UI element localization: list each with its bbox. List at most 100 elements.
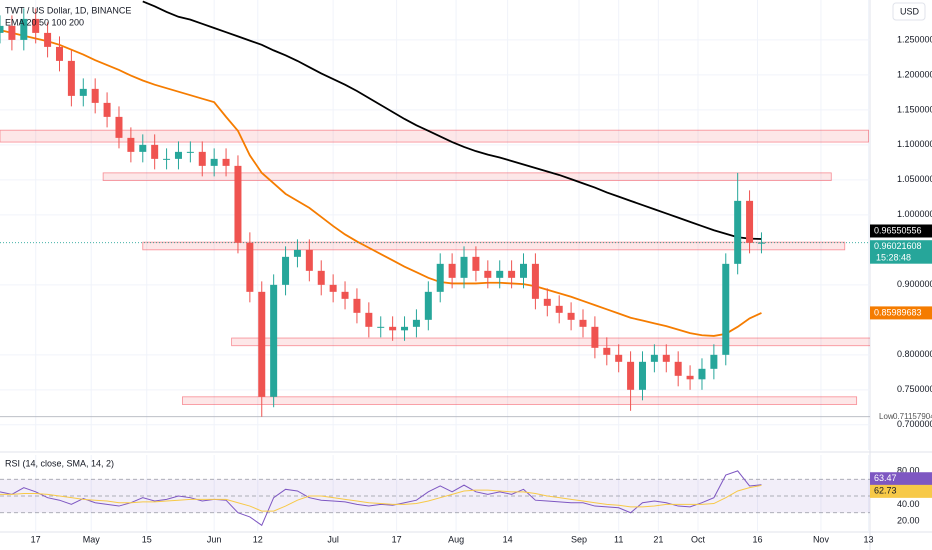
rsi-tag: 63.47 xyxy=(874,473,897,483)
countdown-bg xyxy=(870,252,932,264)
candle-body xyxy=(258,291,266,397)
candle-body xyxy=(650,354,658,362)
candle-body xyxy=(127,137,135,152)
candle-body xyxy=(186,151,194,153)
x-tick-label: Oct xyxy=(691,534,706,544)
candle-body xyxy=(757,242,765,244)
candle-body xyxy=(686,375,694,380)
rsi-tag-bg xyxy=(870,472,932,486)
candle-body xyxy=(543,298,551,306)
y-tick-label: 1.25000000 xyxy=(897,34,932,44)
x-tick-label: May xyxy=(83,534,101,544)
main-pane xyxy=(0,0,870,450)
rsi-line xyxy=(0,484,762,512)
candle-body xyxy=(567,312,575,320)
rsi-tick-label: 80.00 xyxy=(897,465,920,475)
low-label: Low xyxy=(879,412,894,421)
rsi-sma-tag-bg xyxy=(870,484,932,498)
ema200-tag-bg xyxy=(870,224,932,238)
candle-body xyxy=(293,249,301,257)
candle-body xyxy=(20,18,28,40)
candle-body xyxy=(222,158,230,166)
rsi-line xyxy=(0,470,762,527)
candle-body xyxy=(508,270,516,278)
candle-body xyxy=(305,249,313,271)
x-tick-label: 16 xyxy=(752,534,762,544)
candle-body xyxy=(674,361,682,376)
y-tick-label: 0.75000000 xyxy=(897,384,932,394)
y-tick-label: 1.15000000 xyxy=(897,104,932,114)
x-tick-label: 11 xyxy=(614,534,623,544)
candle-body xyxy=(389,326,397,331)
candle-body xyxy=(174,151,182,159)
chart-title: TWT / US Dollar, 1D, BINANCE xyxy=(5,5,131,15)
rsi-label: RSI (14, close, SMA, 14, 2) xyxy=(5,458,114,468)
indicator-label: EMA 20 50 100 200 xyxy=(5,17,84,27)
candle-body xyxy=(698,368,706,380)
x-tick-label: 12 xyxy=(253,534,263,544)
candle-body xyxy=(0,25,4,33)
support-resistance-zone xyxy=(182,396,858,405)
candle-body xyxy=(460,256,468,278)
candle-body xyxy=(103,102,111,117)
currency: USD xyxy=(900,6,920,16)
candle-body xyxy=(662,354,670,362)
x-tick-label: Jul xyxy=(327,534,339,544)
last-price-tag-bg xyxy=(870,240,932,254)
candle-body xyxy=(638,361,646,390)
candle-body xyxy=(317,270,325,285)
ema50-tag: 0.85989683 xyxy=(874,307,922,317)
y-tick-label: 1.10000000 xyxy=(897,139,932,149)
ema-line xyxy=(0,29,762,337)
x-tick-label: 17 xyxy=(392,534,402,544)
rsi-tick-label: 20.00 xyxy=(897,515,920,525)
y-tick-label: 1.20000000 xyxy=(897,69,932,79)
candle-body xyxy=(722,263,730,355)
candle-body xyxy=(365,312,373,327)
low-value: 0.71157904 xyxy=(893,412,932,421)
support-resistance-zone xyxy=(0,129,869,143)
y-tick-label: 0.70000000 xyxy=(897,419,932,429)
support-resistance-zone xyxy=(142,241,846,251)
candle-body xyxy=(615,354,623,362)
candle-body xyxy=(353,298,361,313)
candle-body xyxy=(210,158,218,166)
candle-body xyxy=(44,32,52,47)
candle-body xyxy=(270,284,278,397)
candle-body xyxy=(234,165,242,243)
candle-body xyxy=(520,263,528,278)
rsi-tick-label: 40.00 xyxy=(897,499,920,509)
candle-body xyxy=(401,326,409,331)
candle-body xyxy=(198,151,206,166)
candle-body xyxy=(55,46,63,61)
y-tick-label: 1.00000000 xyxy=(897,209,932,219)
y-tick-label: 0.80000000 xyxy=(897,349,932,359)
candle-body xyxy=(472,256,480,271)
currency-box[interactable] xyxy=(892,2,926,21)
candle-body xyxy=(32,18,40,33)
candle-body xyxy=(436,263,444,292)
candle-body xyxy=(91,88,99,103)
candle-body xyxy=(67,60,75,96)
candle-body xyxy=(282,256,290,285)
candle-body xyxy=(734,200,742,264)
candle-body xyxy=(591,326,599,348)
candle-body xyxy=(329,284,337,292)
candle-body xyxy=(377,326,385,328)
candle-body xyxy=(79,88,87,96)
candle-body xyxy=(163,158,171,160)
x-tick-label: 14 xyxy=(503,534,513,544)
overlay: TWT / US Dollar, 1D, BINANCE EMA 20 50 1… xyxy=(5,2,932,544)
candle-body xyxy=(139,144,147,152)
y-tick-label: 0.90000000 xyxy=(897,279,932,289)
x-tick-label: Nov xyxy=(813,534,830,544)
x-tick-label: Sep xyxy=(571,534,587,544)
rsi-pane xyxy=(0,455,870,532)
candle-body xyxy=(603,347,611,355)
candle-body xyxy=(412,319,420,327)
candle-body xyxy=(341,291,349,299)
x-tick-label: Aug xyxy=(448,534,464,544)
x-tick-label: Jun xyxy=(207,534,222,544)
x-tick-label: 17 xyxy=(31,534,41,544)
x-tick-label: 15 xyxy=(142,534,152,544)
